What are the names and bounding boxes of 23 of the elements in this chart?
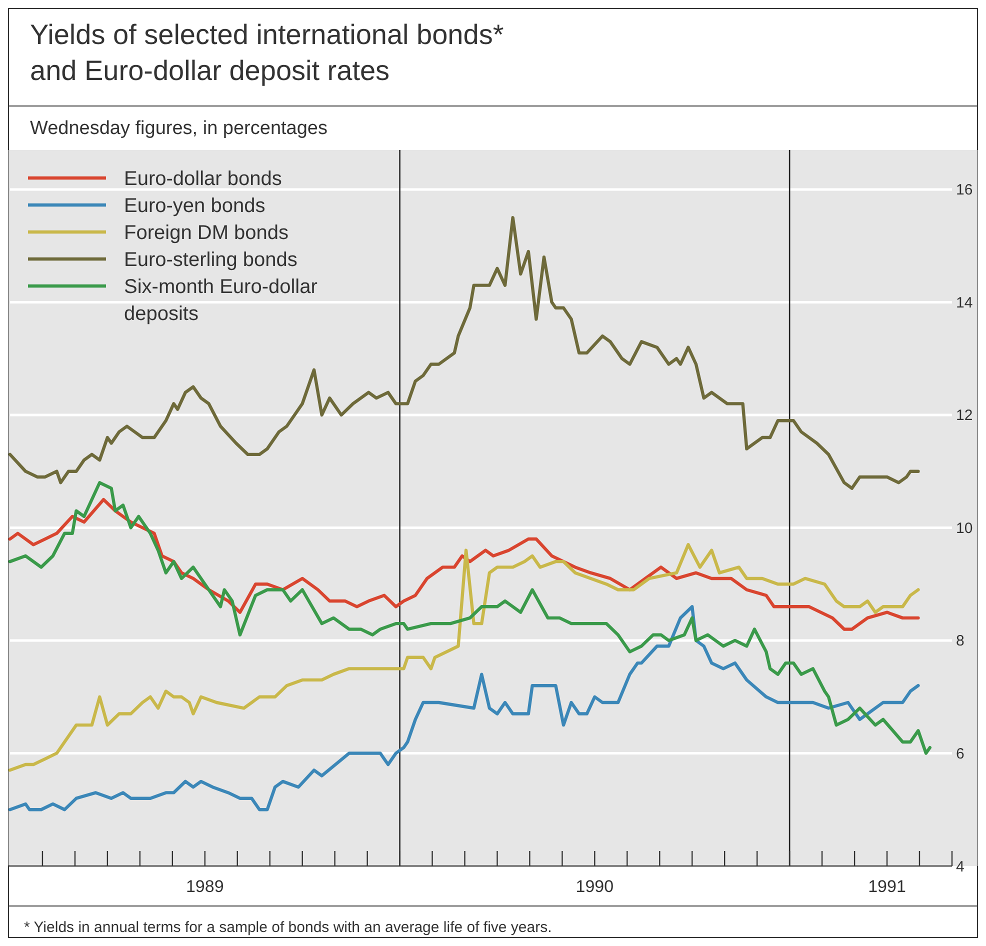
x-tick-label: 1989: [186, 877, 224, 896]
line-series: [8, 543, 920, 772]
legend-label: Euro-sterling bonds: [124, 249, 298, 271]
x-tick-label: 1990: [576, 877, 614, 896]
y-tick-label: 12: [956, 407, 973, 424]
y-tick-label: 16: [956, 182, 973, 199]
legend-label: Foreign DM bonds: [124, 222, 289, 244]
y-tick-label: 4: [956, 858, 964, 876]
y-tick-label: 8: [956, 632, 964, 650]
chart-subtitle: Wednesday figures, in percentages: [30, 118, 328, 139]
x-tick-label: 1991: [868, 877, 906, 896]
text: * Yields in annual terms for a sample of bonds with an average life of five years.: [24, 919, 552, 936]
legend-label: Six-month Euro-dollar deposits: [124, 276, 318, 325]
legend-label: Euro-yen bonds: [124, 195, 266, 217]
chart-title: Yields of selected international bonds* and Euro-dollar deposit rates: [30, 19, 504, 86]
y-tick-label: 14: [956, 294, 973, 312]
line-series: [8, 216, 920, 490]
line-series: [8, 481, 932, 755]
legend-label: Euro-dollar bonds: [124, 168, 282, 190]
y-tick-label: 6: [956, 745, 964, 762]
line-series: [8, 498, 920, 631]
y-tick-label: 10: [956, 520, 973, 537]
line-series: [8, 605, 920, 812]
